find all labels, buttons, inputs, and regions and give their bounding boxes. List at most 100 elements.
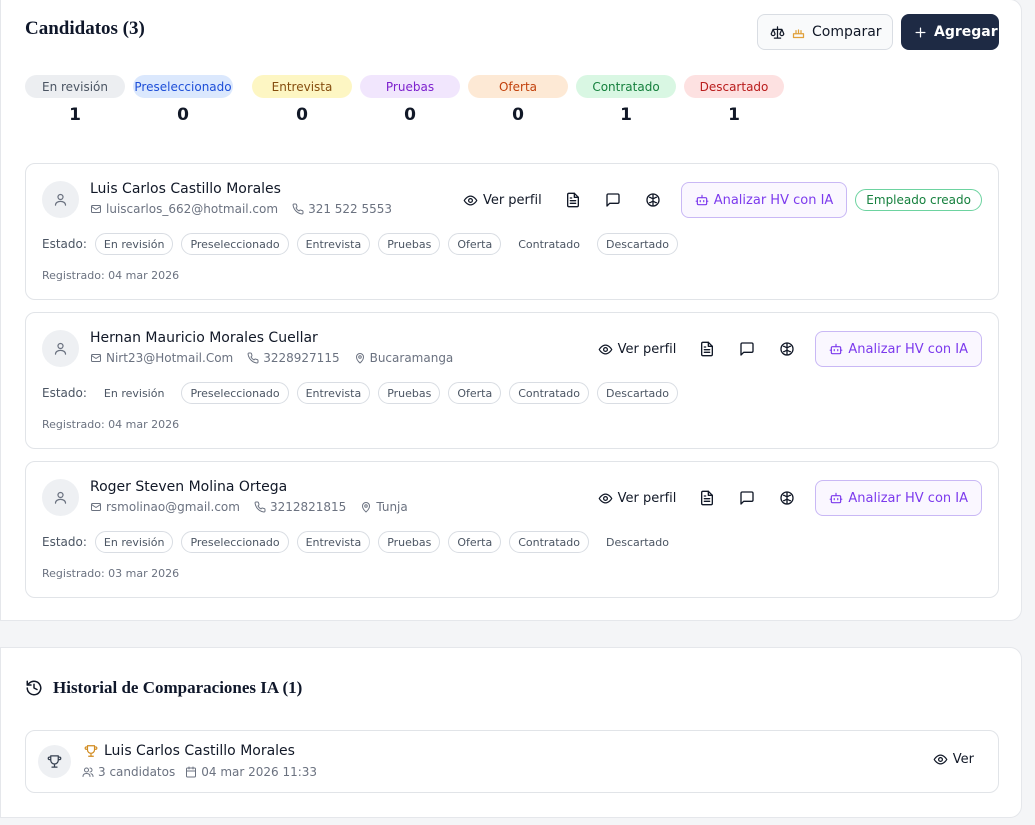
- label: Analizar HV con IA: [848, 341, 968, 357]
- label: Ver: [952, 752, 974, 767]
- view-profile[interactable]: Ver perfil: [589, 480, 686, 516]
- status-pill[interactable]: En revisión: [25, 75, 125, 98]
- actions: Ver perfil Analizar HV con IA: [589, 480, 982, 516]
- status-chip[interactable]: En revisión: [94, 382, 174, 404]
- document-button[interactable]: [689, 331, 725, 367]
- status-chip[interactable]: Pruebas: [378, 531, 441, 553]
- employee-badge: Empleado creado: [855, 189, 982, 211]
- email: Nirt23@Hotmail.Com: [90, 351, 233, 365]
- message-button[interactable]: [595, 182, 631, 218]
- status-pill[interactable]: Oferta: [468, 75, 568, 98]
- status-chip[interactable]: Descartado: [596, 382, 679, 404]
- button-label: Agregar: [934, 24, 998, 40]
- history-title: Historial de Comparaciones IA (1): [25, 678, 302, 698]
- history-icon: [25, 679, 43, 697]
- status-chip[interactable]: Contratado: [509, 531, 589, 553]
- status-chip[interactable]: Oferta: [448, 233, 502, 255]
- phone: 321 522 5553: [292, 202, 392, 216]
- label: Ver perfil: [617, 490, 677, 506]
- phone: 3212821815: [254, 500, 346, 514]
- status-chip[interactable]: Oferta: [448, 382, 502, 404]
- contact-row: luiscarlos_662@hotmail.com 321 522 5553: [90, 202, 392, 216]
- message-button[interactable]: [729, 480, 765, 516]
- status-pill[interactable]: Descartado: [684, 75, 784, 98]
- avatar: [42, 330, 79, 367]
- status-count: 0: [404, 105, 416, 125]
- status-count: 1: [69, 105, 81, 125]
- status-label: Estado:: [42, 386, 87, 400]
- phone-icon: [254, 501, 266, 513]
- status-chip[interactable]: Contratado: [509, 382, 589, 404]
- status-chip[interactable]: Preseleccionado: [181, 531, 289, 553]
- candidate-card: Roger Steven Molina Ortega rsmolinao@gmai…: [25, 461, 999, 598]
- status-count: 1: [620, 105, 632, 125]
- brain-button[interactable]: [769, 480, 805, 516]
- analyze-button[interactable]: Analizar HV con IA: [815, 480, 982, 516]
- emoji-icon: [791, 25, 806, 40]
- view-button[interactable]: Ver: [933, 752, 974, 767]
- analyze-button[interactable]: Analizar HV con IA: [815, 331, 982, 367]
- email: luiscarlos_662@hotmail.com: [90, 202, 278, 216]
- candidate-count: 3 candidatos: [82, 765, 175, 779]
- brain-button[interactable]: [635, 182, 671, 218]
- status-chip[interactable]: En revisión: [94, 531, 174, 553]
- add-button[interactable]: Agregar: [901, 14, 999, 50]
- status-pill[interactable]: Contratado: [576, 75, 676, 98]
- status-chip[interactable]: Pruebas: [378, 382, 441, 404]
- message-button[interactable]: [729, 331, 765, 367]
- status-chip[interactable]: Oferta: [448, 531, 502, 553]
- document-button[interactable]: [689, 480, 725, 516]
- history-meta: 3 candidatos 04 mar 2026 11:33: [82, 765, 317, 779]
- name-text: Luis Carlos Castillo Morales: [104, 743, 295, 759]
- candidate-name: Roger Steven Molina Ortega: [90, 479, 288, 495]
- status-pill[interactable]: Preseleccionado: [133, 75, 233, 98]
- brain-button[interactable]: [769, 331, 805, 367]
- status-chip[interactable]: Contratado: [509, 233, 589, 255]
- status-count: 0: [177, 105, 189, 125]
- text: 04 mar 2026 11:33: [201, 765, 318, 779]
- status-chip[interactable]: Entrevista: [296, 233, 371, 255]
- status-chip[interactable]: Preseleccionado: [181, 233, 289, 255]
- phone: 3228927115: [247, 351, 340, 365]
- candidate-name: Luis Carlos Castillo Morales: [90, 181, 281, 197]
- status-pill[interactable]: Entrevista: [252, 75, 352, 98]
- history-item: Luis Carlos Castillo Morales 3 candidatos…: [25, 730, 999, 793]
- bot-icon: [829, 342, 843, 356]
- registered-date: Registrado: 03 mar 2026: [42, 567, 180, 580]
- document-button[interactable]: [555, 182, 591, 218]
- status-chip[interactable]: Entrevista: [296, 382, 371, 404]
- analyze-button[interactable]: Analizar HV con IA: [680, 182, 848, 218]
- location-text: Bucaramanga: [369, 351, 454, 365]
- status-chip[interactable]: Descartado: [596, 531, 679, 553]
- status-chip[interactable]: Pruebas: [378, 233, 441, 255]
- phone-text: 321 522 5553: [308, 202, 393, 216]
- bot-icon: [695, 193, 709, 207]
- title-text: Historial de Comparaciones IA (1): [53, 678, 303, 697]
- scale-icon: [770, 25, 785, 40]
- eye-icon: [598, 342, 613, 357]
- pin-icon: [354, 352, 366, 364]
- phone-text: 3212821815: [269, 500, 347, 514]
- status-count: 0: [296, 105, 308, 125]
- status-chip[interactable]: Entrevista: [296, 531, 371, 553]
- view-profile[interactable]: Ver perfil: [589, 331, 686, 367]
- status-pill[interactable]: Pruebas: [360, 75, 460, 98]
- status-row: Estado: En revisión Preseleccionado Entrevi…: [42, 382, 679, 404]
- medal-icon: [84, 744, 98, 758]
- date: 04 mar 2026 11:33: [185, 765, 317, 779]
- label: Analizar HV con IA: [713, 192, 834, 208]
- status-chip[interactable]: En revisión: [94, 233, 174, 255]
- email-text: luiscarlos_662@hotmail.com: [106, 202, 279, 216]
- actions: Ver perfil Analizar HV con IA Empleado cre…: [454, 182, 982, 218]
- view-profile[interactable]: Ver perfil: [454, 182, 551, 218]
- email-text: rsmolinao@gmail.com: [106, 500, 240, 514]
- status-chip[interactable]: Preseleccionado: [181, 382, 289, 404]
- label: Ver perfil: [482, 192, 542, 208]
- compare-button[interactable]: Comparar: [757, 14, 893, 50]
- candidate-card: Luis Carlos Castillo Morales luiscarlos_6…: [25, 163, 999, 300]
- candidates-panel: Candidatos (3) Comparar Agregar En revisión…: [0, 0, 1022, 621]
- label: Ver perfil: [617, 341, 677, 357]
- mail-icon: [90, 352, 102, 364]
- status-chip[interactable]: Descartado: [596, 233, 679, 255]
- location: Tunja: [360, 500, 408, 514]
